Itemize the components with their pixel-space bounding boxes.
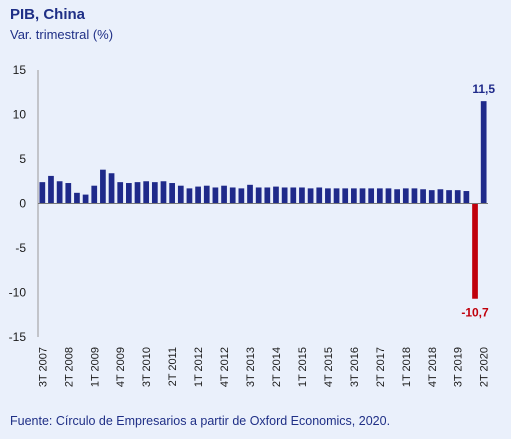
bar [160, 181, 167, 204]
bar [342, 188, 349, 204]
y-tick-label: -5 [15, 241, 26, 255]
bar [221, 185, 227, 204]
bar [472, 203, 478, 299]
bar [195, 186, 201, 204]
bar [82, 194, 89, 204]
bar [255, 187, 262, 204]
data-label: -10,7 [461, 306, 489, 320]
x-tick-label: 3T 2007 [37, 347, 49, 387]
bar [48, 175, 54, 204]
bar [368, 188, 375, 204]
x-tick-label: 1T 2009 [89, 347, 101, 387]
bar [264, 187, 271, 204]
bar [446, 190, 452, 204]
bar [307, 188, 314, 204]
x-tick-label: 2T 2017 [375, 347, 387, 387]
bar [480, 101, 487, 204]
bar [420, 189, 426, 204]
bar [74, 192, 80, 204]
bar [126, 183, 132, 204]
bar [394, 189, 400, 204]
x-tick-label: 4T 2015 [323, 347, 335, 387]
bar [428, 190, 435, 204]
bar [134, 182, 141, 204]
chart-title: PIB, China [10, 6, 86, 23]
bar [100, 169, 106, 204]
bar [212, 187, 219, 204]
x-tick-label: 1T 2018 [401, 347, 413, 387]
x-tick-label: 3T 2010 [141, 347, 153, 387]
bar [65, 183, 72, 204]
bar [402, 188, 409, 204]
bar [186, 188, 193, 204]
chart-subtitle: Var. trimestral (%) [10, 27, 114, 42]
x-tick-label: 1T 2012 [193, 347, 205, 387]
bar [376, 188, 383, 204]
bar [411, 188, 418, 204]
bar [385, 188, 392, 204]
bar [333, 188, 340, 204]
x-tick-label: 3T 2019 [453, 347, 465, 387]
bar [39, 182, 46, 204]
y-tick-label: 15 [13, 63, 27, 77]
x-tick-label: 4T 2009 [115, 347, 127, 387]
y-tick-label: -10 [9, 286, 27, 300]
x-tick-label: 2T 2014 [271, 347, 283, 387]
bar [117, 182, 124, 204]
bar [177, 185, 184, 204]
bar [238, 188, 245, 204]
bar [325, 188, 331, 204]
y-tick-label: 5 [19, 152, 26, 166]
y-tick-label: 10 [13, 108, 27, 122]
x-tick-label: 3T 2013 [245, 347, 257, 387]
bar [463, 191, 470, 204]
x-tick-label: 1T 2015 [297, 347, 309, 387]
bar [359, 188, 366, 204]
x-tick-label: 2T 2020 [479, 347, 491, 387]
x-tick-label: 2T 2011 [167, 347, 179, 386]
bar [351, 188, 357, 204]
bar [299, 187, 305, 204]
bar [290, 187, 297, 204]
y-tick-label: -15 [9, 330, 27, 344]
bar [143, 181, 150, 204]
bar [316, 187, 323, 204]
source-note: Fuente: Círculo de Empresarios a partir … [10, 414, 391, 428]
bar [229, 187, 236, 204]
x-tick-label: 4T 2012 [219, 347, 231, 387]
x-tick-label: 3T 2016 [349, 347, 361, 387]
bar [56, 181, 63, 204]
data-label: 11,5 [472, 82, 495, 96]
bar [454, 190, 461, 204]
y-tick-label: 0 [19, 197, 26, 211]
bar [203, 185, 210, 204]
bar [151, 182, 158, 204]
bar [247, 184, 253, 204]
bar [281, 187, 288, 204]
bar [91, 185, 98, 204]
x-tick-label: 2T 2008 [63, 347, 75, 387]
x-tick-label: 4T 2018 [427, 347, 439, 387]
bar [273, 186, 279, 204]
bar [169, 183, 175, 204]
bar [108, 173, 115, 204]
bar [437, 189, 444, 204]
